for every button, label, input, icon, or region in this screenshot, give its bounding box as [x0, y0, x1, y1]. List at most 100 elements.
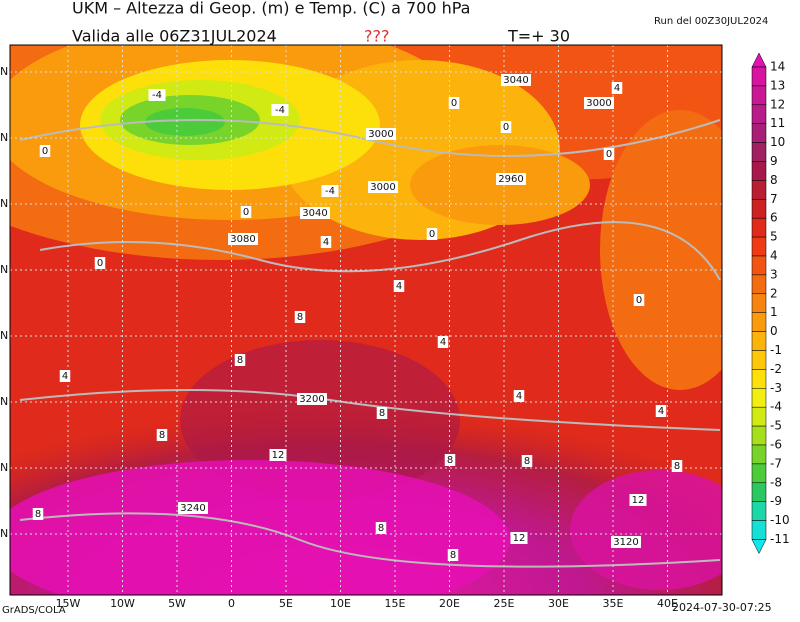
colorbar-bin — [751, 425, 767, 446]
contour-label-box — [368, 181, 398, 193]
contour-label: 8 — [524, 456, 530, 467]
contour-label: 8 — [378, 523, 384, 534]
contour-label: 3000 — [370, 182, 395, 193]
lat-label: N — [0, 131, 8, 144]
contour-label-box — [521, 455, 533, 467]
colorbar-label: 12 — [770, 97, 785, 111]
contour-label: 4 — [614, 83, 620, 94]
colorbar-bin — [751, 482, 767, 502]
colorbar-bin — [751, 444, 767, 465]
contour-label-box — [148, 89, 166, 101]
lon-label: 5E — [279, 597, 293, 610]
contour-label: 8 — [159, 430, 165, 441]
contour-label-box — [633, 294, 645, 306]
contour-label: 0 — [42, 146, 48, 157]
contour-label: 2960 — [498, 174, 523, 185]
contour-label: 3080 — [230, 234, 255, 245]
colorbar-label: 8 — [770, 173, 778, 187]
step: T=+ 30 — [507, 27, 570, 46]
contour-label: 3200 — [299, 394, 324, 405]
contour-label-box — [603, 148, 615, 160]
colorbar-bin — [751, 180, 767, 200]
colorbar-label: 4 — [770, 249, 778, 263]
lon-label: 15E — [385, 597, 406, 610]
colorbar-bin — [751, 406, 767, 427]
colorbar-label: -1 — [770, 343, 782, 357]
contour-label: 0 — [243, 207, 249, 218]
contour-label: 8 — [297, 312, 303, 323]
contour-label-box — [611, 82, 623, 94]
contour-label: 3000 — [368, 129, 393, 140]
contour-label: 0 — [451, 98, 457, 109]
contour-label: 0 — [606, 149, 612, 160]
contour-label: 8 — [35, 509, 41, 520]
contour-label-box — [234, 354, 246, 366]
colorbar-label: 5 — [770, 230, 778, 244]
colorbar-cap — [751, 539, 767, 555]
contour-label-box — [437, 336, 449, 348]
contour-label-box — [510, 532, 528, 544]
contour-label-box — [269, 449, 287, 461]
contour-label: 4 — [516, 391, 522, 402]
contour-label-box — [294, 311, 306, 323]
contour-label-box — [611, 536, 641, 548]
contour-label: 4 — [658, 406, 664, 417]
contour-label-box — [375, 522, 387, 534]
contour-label: 0 — [503, 122, 509, 133]
colorbar-cap — [751, 52, 767, 68]
contour-label: 0 — [429, 229, 435, 240]
lat-label: N — [0, 329, 8, 342]
colorbar-bin — [751, 199, 767, 219]
colorbar-bin — [751, 350, 767, 370]
contour-label: -4 — [275, 105, 285, 116]
colorbar-label: 9 — [770, 154, 778, 168]
colorbar-label: 6 — [770, 211, 778, 225]
run-time: Run del 00Z30JUL2024 — [654, 16, 768, 27]
contour-label-box — [500, 121, 512, 133]
contour-label-box — [447, 549, 459, 561]
lon-label: 10W — [110, 597, 135, 610]
contour-label-box — [629, 494, 647, 506]
colorbar-bin — [751, 66, 767, 87]
colorbar-bin — [751, 331, 767, 351]
colorbar-label: -4 — [770, 400, 782, 414]
colorbar-bin — [751, 85, 767, 106]
colorbar-label: -10 — [770, 513, 790, 527]
contour-label-box — [671, 460, 683, 472]
contour-label: 4 — [440, 337, 446, 348]
lat-label: N — [0, 395, 8, 408]
lat-label: N — [0, 461, 8, 474]
contour-label-box — [513, 390, 525, 402]
contour-label-box — [271, 104, 289, 116]
contour-label: 0 — [636, 295, 642, 306]
colorbar-bin — [751, 369, 767, 389]
lat-label: N — [0, 527, 8, 540]
contour-label-box — [32, 508, 44, 520]
contour-label: 8 — [674, 461, 680, 472]
contour-label: -4 — [325, 186, 335, 197]
colorbar-bin — [751, 388, 767, 408]
contour-label-box — [320, 236, 332, 248]
colorbar-bin — [751, 312, 767, 332]
contour-label-box — [240, 206, 252, 218]
colorbar-bin — [751, 104, 767, 124]
contour-label-box — [655, 405, 667, 417]
colorbar-bin — [751, 501, 767, 521]
lon-label: 40E — [657, 597, 678, 610]
colorbar-label: 13 — [770, 78, 785, 92]
contour-label: 3000 — [586, 98, 611, 109]
colorbar-label: -2 — [770, 362, 782, 376]
contour-label: 3120 — [613, 537, 638, 548]
colorbar-label: 11 — [770, 116, 785, 130]
contour-label-box — [59, 370, 71, 382]
contour-label-box — [297, 393, 327, 405]
contour-label: 8 — [237, 355, 243, 366]
colorbar-label: -3 — [770, 381, 782, 395]
contour-label: 3040 — [503, 75, 528, 86]
colorbar-label: 10 — [770, 135, 785, 149]
contour-label-box — [228, 233, 258, 245]
lon-label: 25E — [494, 597, 515, 610]
colorbar-bin — [751, 293, 767, 313]
contour-label-box — [448, 97, 460, 109]
